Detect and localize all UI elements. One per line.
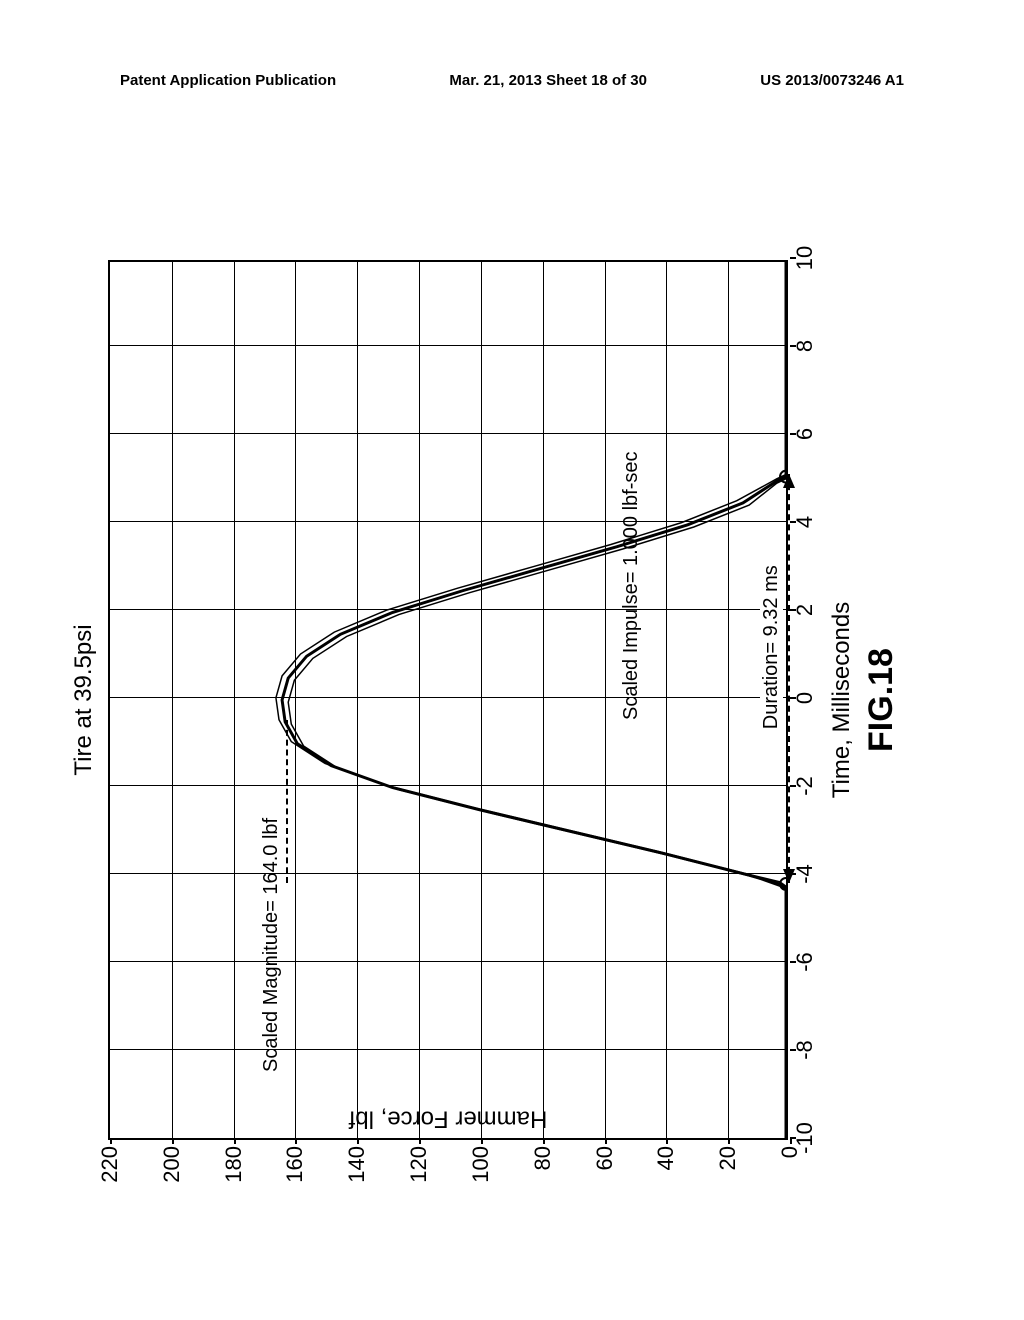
grid-line-v (110, 609, 786, 610)
y-tick-label: 40 (653, 1146, 679, 1170)
duration-arrow-line (788, 474, 790, 883)
grid-line-h (419, 262, 420, 1138)
grid-line-v (110, 345, 786, 346)
header-center: Mar. 21, 2013 Sheet 18 of 30 (449, 72, 647, 89)
page-header: Patent Application Publication Mar. 21, … (0, 72, 1024, 89)
grid-line-h (666, 262, 667, 1138)
header-left: Patent Application Publication (120, 72, 336, 89)
grid-line-h (234, 262, 235, 1138)
grid-line-v (110, 961, 786, 962)
y-tick-label: 120 (406, 1146, 432, 1183)
grid-line-h (605, 262, 606, 1138)
grid-line-h (543, 262, 544, 1138)
y-tick-label: 100 (468, 1146, 494, 1183)
header-right: US 2013/0073246 A1 (760, 72, 904, 89)
y-tick-label: 220 (97, 1146, 123, 1183)
y-tick-label: 160 (282, 1146, 308, 1183)
y-tick-label: 20 (715, 1146, 741, 1170)
y-tick-label: 80 (530, 1146, 556, 1170)
grid-line-h (481, 262, 482, 1138)
chart-title: Tire at 39.5psi (70, 160, 98, 1240)
annotation-duration: Duration= 9.32 ms (760, 561, 783, 733)
y-tick-label: 60 (592, 1146, 618, 1170)
plot-area: Hammer Force, lbf Time, Milliseconds FIG… (108, 260, 788, 1140)
x-axis-title: Time, Milliseconds (828, 602, 856, 799)
grid-line-v (110, 1049, 786, 1050)
rotated-figure-container: Tire at 39.5psi Hammer Force, lbf Time, … (70, 160, 954, 1240)
annotation-magnitude: Scaled Magnitude= 164.0 lbf (260, 818, 283, 1072)
y-tick-label: 200 (159, 1146, 185, 1183)
y-tick-label: 140 (344, 1146, 370, 1183)
grid-line-h (357, 262, 358, 1138)
grid-line-h (728, 262, 729, 1138)
grid-line-v (110, 873, 786, 874)
grid-line-v (110, 433, 786, 434)
grid-line-v (110, 785, 786, 786)
magnitude-leader (286, 720, 288, 883)
annotation-impulse: Scaled Impulse= 1.000 lbf-sec (620, 452, 643, 721)
figure-label: FIG.18 (862, 648, 901, 752)
chart-wrapper: Tire at 39.5psi Hammer Force, lbf Time, … (70, 160, 954, 1240)
y-tick-label: 180 (221, 1146, 247, 1183)
grid-line-v (110, 521, 786, 522)
curve-svg (110, 262, 786, 1138)
grid-line-h (295, 262, 296, 1138)
grid-line-v (110, 697, 786, 698)
grid-line-h (172, 262, 173, 1138)
